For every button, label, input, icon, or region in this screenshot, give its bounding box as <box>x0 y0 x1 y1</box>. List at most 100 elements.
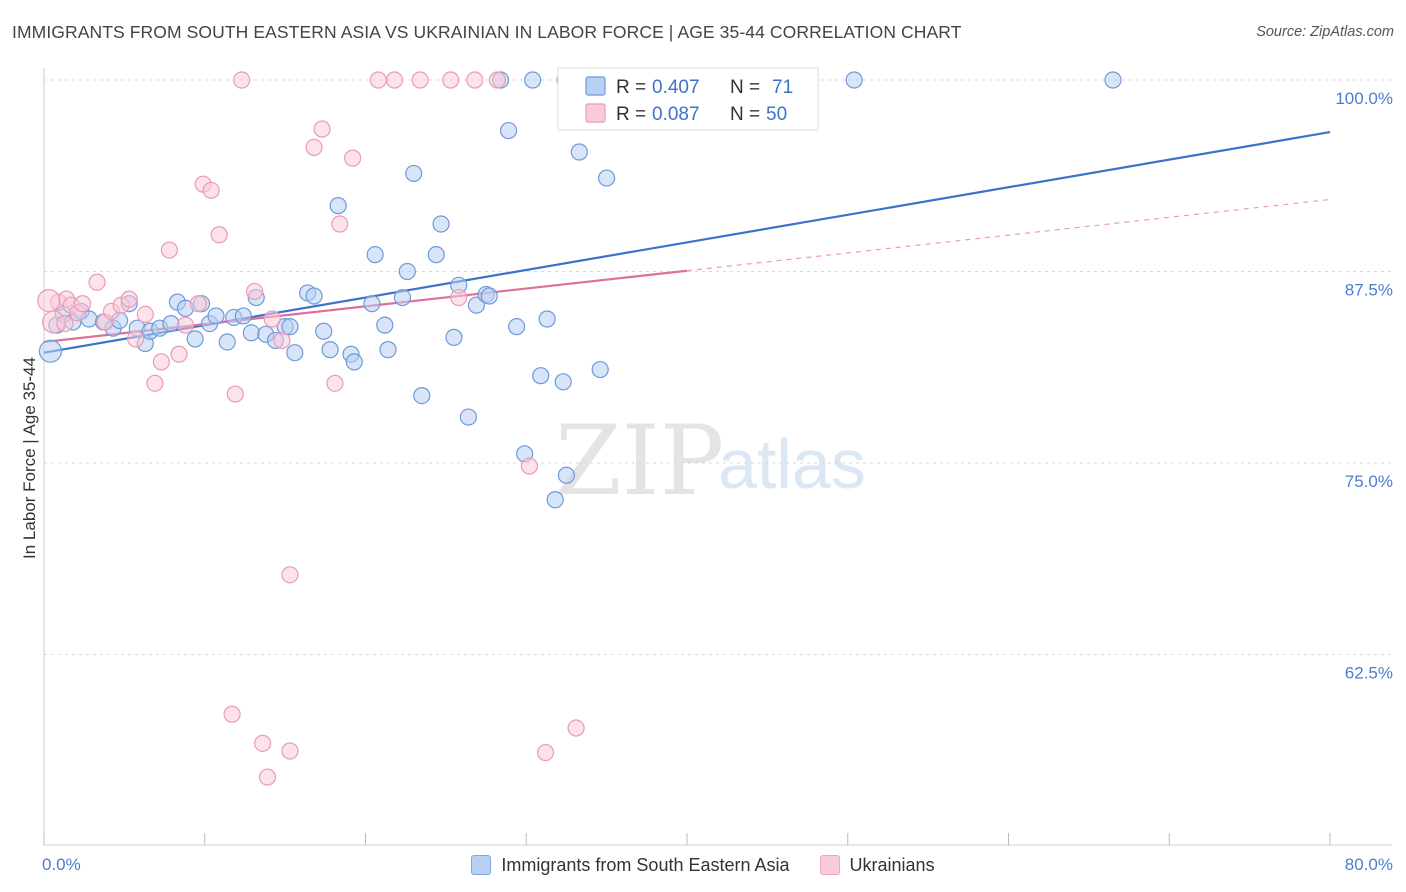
point-immigrants <box>366 246 384 264</box>
legend-swatch-blue <box>585 76 606 96</box>
point-ukrainians <box>56 314 74 333</box>
point-immigrants <box>398 262 416 281</box>
x-tick-label: 0.0% <box>42 855 81 874</box>
point-immigrants <box>321 341 339 359</box>
legend-label-immigrants: Immigrants from South Eastern Asia <box>501 854 790 875</box>
point-ukrainians <box>450 288 468 307</box>
watermark: ZIP atlas <box>555 405 866 517</box>
y-tick-label: 62.5% <box>1345 664 1393 683</box>
point-ukrainians <box>536 743 555 762</box>
point-immigrants <box>405 164 423 183</box>
point-immigrants <box>234 307 252 325</box>
series-immigrants <box>38 71 1122 509</box>
point-ukrainians <box>488 71 506 89</box>
point-ukrainians <box>210 226 228 244</box>
point-ukrainians <box>567 719 585 737</box>
legend-n-label-pink: N = <box>730 104 760 125</box>
point-ukrainians <box>520 457 539 475</box>
legend-n-value-blue: 71 <box>772 77 793 98</box>
point-ukrainians <box>160 241 178 259</box>
point-ukrainians <box>344 149 362 167</box>
y-tick-label: 87.5% <box>1345 281 1393 300</box>
point-immigrants <box>413 386 431 405</box>
series-legend: Immigrants from South Eastern Asia Ukrai… <box>0 852 1406 878</box>
point-ukrainians <box>127 330 145 348</box>
point-immigrants <box>281 318 299 336</box>
point-immigrants <box>1104 71 1122 89</box>
point-immigrants <box>591 360 609 379</box>
chart-title: IMMIGRANTS FROM SOUTH EASTERN ASIA VS UK… <box>12 22 962 42</box>
point-immigrants <box>363 295 381 313</box>
trend-line-ukrainians-extension <box>686 198 1331 272</box>
axes: 100.0% 87.5% 75.0% 62.5% 0.0% 80.0% <box>42 68 1393 874</box>
point-immigrants <box>162 314 180 333</box>
point-immigrants <box>305 287 323 305</box>
legend-r-value-blue: 0.407 <box>652 77 700 98</box>
point-immigrants <box>379 341 397 359</box>
trend-line-immigrants <box>43 131 1331 354</box>
point-immigrants <box>598 169 616 187</box>
point-ukrainians <box>411 71 429 89</box>
legend-item-immigrants[interactable]: Immigrants from South Eastern Asia <box>471 854 790 876</box>
legend-r-label-blue: R = <box>616 77 646 98</box>
point-ukrainians <box>136 305 154 323</box>
legend-r-label-pink: R = <box>616 104 646 125</box>
correlation-legend: R = 0.407 N = 71 R = 0.087 N = 50 <box>557 67 819 131</box>
point-immigrants <box>207 307 225 325</box>
x-tick-label: 80.0% <box>1345 855 1393 874</box>
point-ukrainians <box>245 282 264 301</box>
legend-swatch-immigrants <box>471 855 492 875</box>
point-immigrants <box>557 466 576 484</box>
point-ukrainians <box>273 331 291 350</box>
legend-swatch-pink <box>585 103 606 123</box>
point-ukrainians <box>254 734 272 752</box>
legend-n-value-pink: 50 <box>766 104 787 125</box>
point-ukrainians <box>369 71 387 89</box>
point-ukrainians <box>258 768 277 786</box>
point-immigrants <box>546 491 564 509</box>
legend-r-value-pink: 0.087 <box>652 104 700 125</box>
point-ukrainians <box>202 181 220 199</box>
y-axis-title: In Labor Force | Age 35-44 <box>20 357 39 559</box>
point-ukrainians <box>223 705 241 723</box>
point-ukrainians <box>305 138 323 157</box>
grid <box>44 79 1392 655</box>
point-immigrants <box>329 197 347 215</box>
point-immigrants <box>445 328 463 346</box>
point-immigrants <box>554 373 572 391</box>
point-ukrainians <box>152 353 170 371</box>
point-ukrainians <box>331 215 349 233</box>
point-immigrants <box>345 353 363 371</box>
point-ukrainians <box>176 316 195 334</box>
point-immigrants <box>845 71 863 89</box>
legend-item-ukrainians[interactable]: Ukrainians <box>819 854 935 876</box>
point-ukrainians <box>442 71 460 89</box>
series-ukrainians <box>37 71 585 786</box>
point-ukrainians <box>37 289 61 313</box>
point-immigrants <box>524 71 542 89</box>
y-axis-label: In Labor Force | Age 35-44 <box>20 357 39 559</box>
legend-label-ukrainians: Ukrainians <box>849 854 935 875</box>
point-immigrants <box>538 310 556 328</box>
y-tick-label: 75.0% <box>1345 472 1393 491</box>
source-label: Source: ZipAtlas.com <box>1256 24 1394 40</box>
point-immigrants <box>467 296 486 314</box>
point-immigrants <box>218 333 236 351</box>
point-immigrants <box>286 344 304 362</box>
point-immigrants <box>459 408 477 426</box>
point-ukrainians <box>146 374 164 392</box>
point-immigrants <box>499 121 518 140</box>
point-immigrants <box>432 215 450 233</box>
point-ukrainians <box>281 742 299 760</box>
point-immigrants <box>393 288 412 307</box>
data-points <box>37 71 1122 786</box>
point-immigrants <box>315 322 333 340</box>
point-ukrainians <box>281 566 299 584</box>
point-ukrainians <box>189 295 207 313</box>
point-immigrants <box>480 287 498 305</box>
legend-swatch-ukrainians <box>819 855 840 875</box>
point-ukrainians <box>326 374 344 392</box>
legend-n-label-blue: N = <box>730 77 760 98</box>
point-immigrants <box>38 339 63 363</box>
